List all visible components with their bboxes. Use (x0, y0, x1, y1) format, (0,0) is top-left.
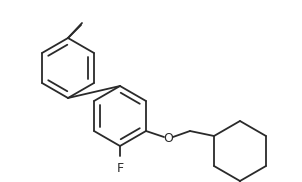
Text: O: O (163, 132, 173, 145)
Text: F: F (117, 161, 124, 175)
